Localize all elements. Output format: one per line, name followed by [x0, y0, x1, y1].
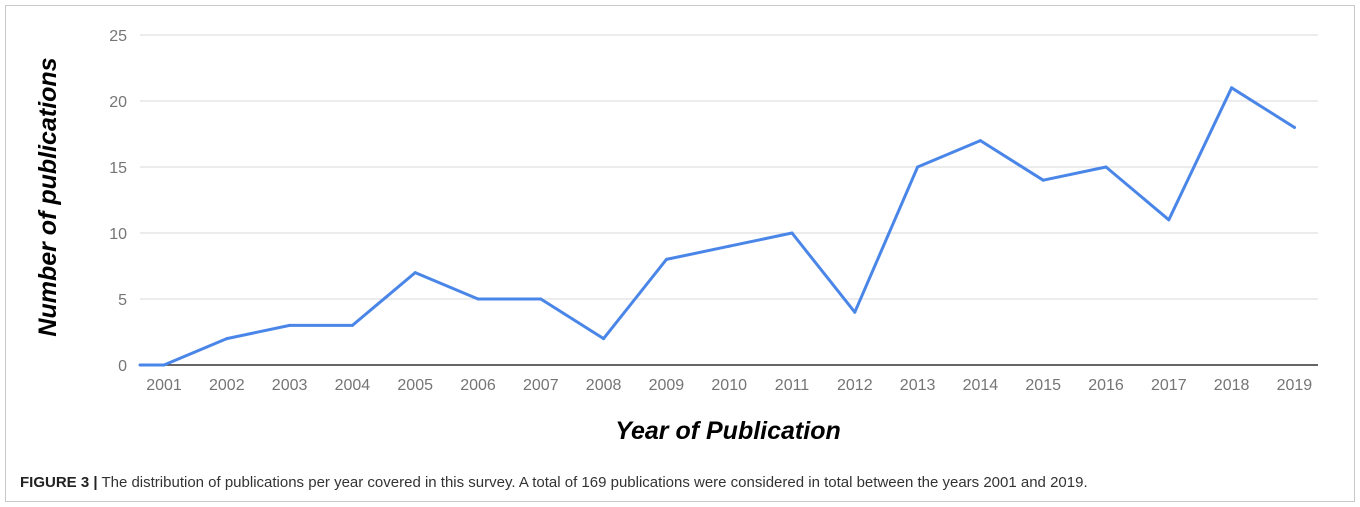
x-tick-label: 2014	[963, 377, 999, 394]
x-tick-label: 2008	[586, 377, 622, 394]
data-point	[664, 257, 668, 261]
data-point	[350, 323, 354, 327]
y-tick-label: 20	[109, 94, 127, 111]
data-point	[853, 310, 857, 314]
data-point	[225, 337, 229, 341]
data-point	[602, 337, 606, 341]
y-tick-labels: 0 5 10 15 20 25	[109, 28, 127, 375]
data-point	[1041, 178, 1045, 182]
x-tick-labels: 2001 2002 2003 2004 2005 2006 2007 2008 2009 2010…	[146, 377, 1312, 394]
y-tick-label: 10	[109, 226, 127, 243]
y-axis-title: Number of publications	[34, 57, 62, 336]
x-tick-label: 2018	[1214, 377, 1250, 394]
x-tick-label: 2013	[900, 377, 936, 394]
x-tick-label: 2019	[1277, 377, 1313, 394]
data-point	[413, 271, 417, 275]
y-tick-label: 0	[118, 358, 127, 375]
x-tick-label: 2003	[272, 377, 308, 394]
y-tick-label: 25	[109, 28, 127, 45]
data-point	[790, 231, 794, 235]
x-tick-label: 2005	[397, 377, 433, 394]
x-tick-label: 2002	[209, 377, 245, 394]
data-point	[288, 323, 292, 327]
data-point	[162, 363, 166, 367]
y-tick-label: 15	[109, 160, 127, 177]
data-point	[1230, 86, 1234, 90]
figure-label: FIGURE 3 |	[20, 474, 98, 491]
data-point	[1104, 165, 1108, 169]
x-tick-label: 2012	[837, 377, 873, 394]
data-point	[1292, 125, 1296, 129]
x-tick-label: 2010	[711, 377, 747, 394]
x-tick-label: 2004	[335, 377, 371, 394]
y-tick-label: 5	[118, 292, 127, 309]
data-point	[1167, 218, 1171, 222]
data-point	[978, 139, 982, 143]
figure-frame	[5, 5, 1355, 502]
data-point	[476, 297, 480, 301]
caption-text: The distribution of publications per yea…	[97, 474, 1088, 491]
x-tick-label: 2015	[1025, 377, 1061, 394]
data-point	[727, 244, 731, 248]
data-point	[539, 297, 543, 301]
x-tick-label: 2007	[523, 377, 559, 394]
x-axis-title: Year of Publication	[615, 417, 841, 445]
x-tick-label: 2006	[460, 377, 496, 394]
series-line-0	[138, 86, 1296, 367]
x-tick-label: 2017	[1151, 377, 1187, 394]
figure-caption: FIGURE 3 | The distribution of publicati…	[20, 474, 1088, 491]
x-tick-label: 2009	[649, 377, 685, 394]
gridlines	[140, 34, 1318, 300]
x-tick-label: 2011	[775, 377, 810, 394]
x-tick-label: 2016	[1088, 377, 1124, 394]
series	[138, 86, 1296, 367]
x-tick-label: 2001	[146, 377, 182, 394]
data-point	[916, 165, 920, 169]
